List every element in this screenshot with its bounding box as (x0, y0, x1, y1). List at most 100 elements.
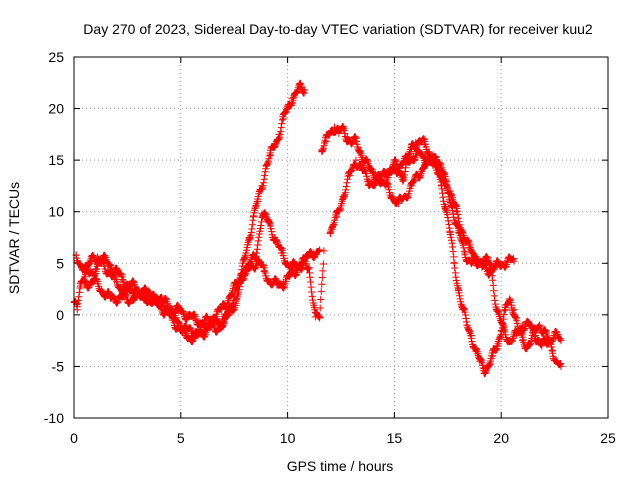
chart-title: Day 270 of 2023, Sidereal Day-to-day VTE… (83, 21, 593, 37)
y-tick-label: 0 (56, 307, 64, 323)
data-point (472, 347, 480, 355)
y-tick-label: -5 (52, 358, 65, 374)
data-point (414, 172, 422, 180)
data-point (87, 257, 95, 265)
data-point (352, 156, 360, 164)
data-point (416, 137, 424, 145)
y-tick-label: 5 (56, 255, 64, 271)
data-point (365, 163, 373, 171)
data-point (326, 228, 334, 236)
data-point (123, 295, 131, 303)
data-point (551, 331, 559, 339)
x-tick-label: 15 (387, 430, 403, 446)
data-point (461, 249, 469, 257)
data-point (98, 259, 106, 267)
data-point (356, 147, 364, 155)
data-point (200, 327, 208, 335)
x-tick-label: 20 (493, 430, 509, 446)
series-track-a (70, 79, 309, 342)
data-point (429, 151, 437, 159)
data-point (183, 311, 191, 319)
data-point (241, 270, 249, 278)
data-point (476, 357, 484, 365)
data-point (305, 263, 313, 271)
data-point (258, 182, 266, 190)
data-point (104, 267, 112, 275)
data-point (316, 314, 324, 322)
data-point (459, 306, 467, 314)
y-tick-label: 20 (48, 101, 64, 117)
data-point (192, 316, 200, 324)
data-point (504, 257, 512, 265)
data-point (519, 321, 527, 329)
data-point (93, 253, 101, 261)
data-point (158, 297, 166, 305)
data-point (412, 139, 420, 147)
data-point (371, 181, 379, 189)
data-point (493, 342, 501, 350)
data-point (220, 319, 228, 327)
data-point (119, 277, 127, 285)
data-point (416, 150, 424, 158)
data-point (213, 324, 221, 332)
data-point (162, 308, 170, 316)
series-track-f (382, 153, 518, 279)
data-point (200, 319, 208, 327)
data-point (382, 182, 390, 190)
data-point (390, 166, 398, 174)
plot-frame (73, 56, 609, 419)
data-points (70, 79, 565, 378)
data-point (484, 267, 492, 275)
data-point (467, 259, 475, 267)
data-point (388, 192, 396, 200)
data-point (286, 273, 294, 281)
data-point (538, 342, 546, 350)
data-point (512, 331, 520, 339)
data-point (79, 263, 87, 271)
data-point (540, 326, 548, 334)
data-point (279, 115, 287, 123)
data-point (326, 127, 334, 135)
data-point (401, 192, 409, 200)
data-point (440, 171, 448, 179)
data-point (397, 161, 405, 169)
data-point (531, 331, 539, 339)
data-point (407, 144, 415, 152)
data-point (175, 307, 183, 315)
data-point (420, 141, 428, 149)
data-point (262, 161, 270, 169)
y-tick-label: -10 (44, 410, 64, 426)
data-point (493, 306, 501, 314)
data-point (333, 213, 341, 221)
data-point (410, 153, 418, 161)
data-point (311, 313, 319, 321)
data-point (309, 249, 317, 257)
x-tick-label: 25 (600, 430, 616, 446)
tick-labels: -10 -5 0 5 10 15 20 25 0 5 10 15 20 25 (44, 49, 616, 446)
data-point (115, 293, 123, 301)
data-point (433, 158, 441, 166)
data-point (85, 270, 93, 278)
series-marks-track-a (70, 79, 308, 342)
data-point (76, 282, 84, 290)
data-point (497, 260, 505, 268)
axis-ticks (73, 56, 609, 419)
data-point (369, 169, 377, 177)
data-point (510, 306, 518, 314)
data-point (288, 94, 296, 102)
data-point (322, 138, 330, 146)
data-point (472, 254, 480, 262)
data-point (89, 277, 97, 285)
data-point (207, 323, 215, 331)
data-point (352, 138, 360, 146)
data-point (506, 337, 514, 345)
data-point (544, 337, 552, 345)
data-point (339, 125, 347, 133)
data-point (296, 84, 304, 92)
data-point (499, 326, 507, 334)
data-point (260, 268, 268, 276)
data-point (140, 291, 148, 299)
data-point (166, 303, 174, 311)
data-point (523, 342, 531, 350)
